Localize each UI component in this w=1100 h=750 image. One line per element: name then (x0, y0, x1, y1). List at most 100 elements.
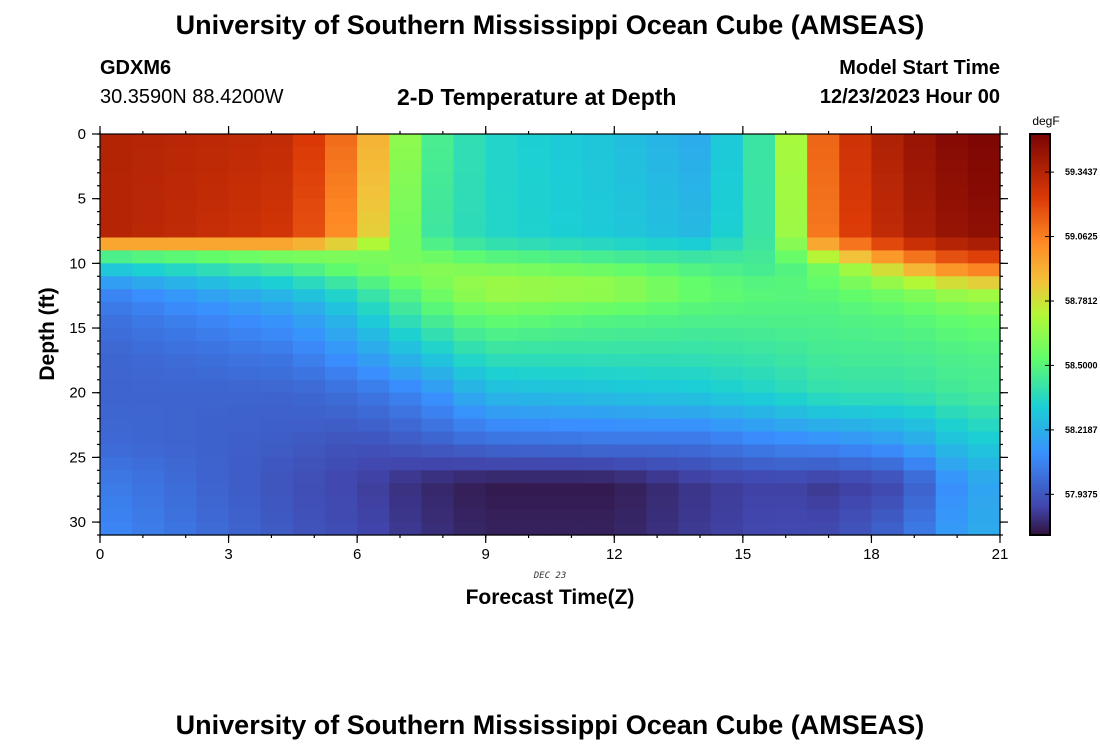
heatmap-cell (196, 237, 230, 252)
heatmap-cell (389, 224, 423, 239)
heatmap-cell (646, 328, 680, 342)
heatmap-cell (260, 237, 294, 252)
heatmap-cell (775, 276, 808, 290)
heatmap-cell (614, 496, 648, 510)
heatmap-cell (100, 134, 133, 148)
heatmap-cell (710, 250, 744, 264)
heatmap-cell (967, 159, 1001, 174)
heatmap-cell (164, 366, 198, 381)
heatmap-cell (485, 185, 519, 200)
heatmap-cell (453, 483, 487, 497)
heatmap-cell (517, 134, 551, 148)
heatmap-cell (678, 392, 712, 407)
heatmap-cell (485, 444, 519, 458)
heatmap-cell (325, 496, 358, 510)
heatmap-cell (164, 353, 198, 368)
heatmap-cell (357, 328, 390, 342)
heatmap-cell (132, 302, 165, 316)
heatmap-cell (903, 340, 937, 355)
heatmap-cell (742, 276, 776, 290)
heatmap-cell (164, 405, 198, 420)
heatmap-cell (871, 237, 905, 252)
heatmap-cell (710, 353, 744, 368)
heatmap-cell (967, 340, 1001, 355)
heatmap-cell (646, 276, 680, 290)
heatmap-cell (807, 522, 840, 536)
heatmap-cell (935, 302, 969, 316)
heatmap-cell (389, 366, 423, 381)
heatmap-cell (935, 522, 969, 536)
heatmap-cell (839, 483, 873, 497)
heatmap-cell (260, 263, 294, 277)
heatmap-cell (228, 211, 262, 226)
heatmap-cell (903, 392, 937, 407)
heatmap-cell (357, 522, 390, 536)
heatmap-cell (325, 457, 358, 471)
heatmap-cell (871, 509, 905, 523)
heatmap-cell (485, 457, 519, 471)
heatmap-cell (357, 134, 390, 148)
heatmap-cell (582, 457, 615, 471)
heatmap-cell (582, 185, 615, 200)
heatmap-cell (775, 198, 808, 213)
heatmap-cell (485, 340, 519, 355)
heatmap-cell (903, 405, 937, 420)
heatmap-cell (935, 509, 969, 523)
heatmap-cell (260, 405, 294, 420)
heatmap-cell (132, 496, 165, 510)
heatmap-cell (710, 134, 744, 148)
heatmap-cell (742, 315, 776, 329)
heatmap-cell (292, 522, 326, 536)
plot-frame (99, 133, 1001, 536)
heatmap-cell (164, 263, 198, 277)
heatmap-cell (871, 250, 905, 264)
heatmap-cell (935, 185, 969, 200)
heatmap-cell (292, 302, 326, 316)
heatmap-cell (292, 224, 326, 239)
heatmap-cell (582, 159, 615, 174)
heatmap-cell (517, 444, 551, 458)
heatmap-cell (807, 211, 840, 226)
heatmap-cell (100, 418, 133, 433)
heatmap-cell (967, 146, 1001, 161)
heatmap-cell (100, 198, 133, 213)
heatmap-cell (678, 237, 712, 252)
heatmap-cell (678, 353, 712, 368)
heatmap-cell (132, 509, 165, 523)
heatmap-cell (935, 276, 969, 290)
colorbar-ticks: 59.3437 59.0625 58.7812 58.5000 58.2187 57.93… (1045, 167, 1098, 499)
heatmap-cell (550, 392, 583, 407)
heatmap-cell (582, 134, 615, 148)
heatmap-cell (550, 211, 583, 226)
heatmap-cell (325, 366, 358, 381)
heatmap-cell (325, 198, 358, 213)
heatmap-cell (453, 418, 487, 433)
heatmap-cell (292, 185, 326, 200)
heatmap-cell (582, 250, 615, 264)
heatmap-cell (967, 185, 1001, 200)
heatmap-cell (100, 353, 133, 368)
heatmap-cell (646, 340, 680, 355)
heatmap-cell (742, 392, 776, 407)
heatmap-cell (807, 418, 840, 433)
heatmap-cell (807, 276, 840, 290)
heatmap-cell (775, 405, 808, 420)
heatmap-cell (453, 146, 487, 161)
heatmap-cell (260, 315, 294, 329)
heatmap-cell (807, 379, 840, 394)
heatmap-cell (421, 302, 455, 316)
heatmap-cell (132, 405, 165, 420)
heatmap-cell (196, 353, 230, 368)
heatmap-cell (421, 379, 455, 394)
station-coordinates: 30.3590N 88.4200W (100, 86, 284, 108)
heatmap-cell (164, 198, 198, 213)
heatmap-cell (582, 263, 615, 277)
heatmap-cell (710, 522, 744, 536)
heatmap-cell (100, 237, 133, 252)
heatmap-cell (903, 457, 937, 471)
x-tick-label: 12 (606, 546, 623, 563)
heatmap-cell (742, 302, 776, 316)
heatmap-cell (550, 289, 583, 303)
heatmap-cell (260, 340, 294, 355)
heatmap-cell (196, 509, 230, 523)
